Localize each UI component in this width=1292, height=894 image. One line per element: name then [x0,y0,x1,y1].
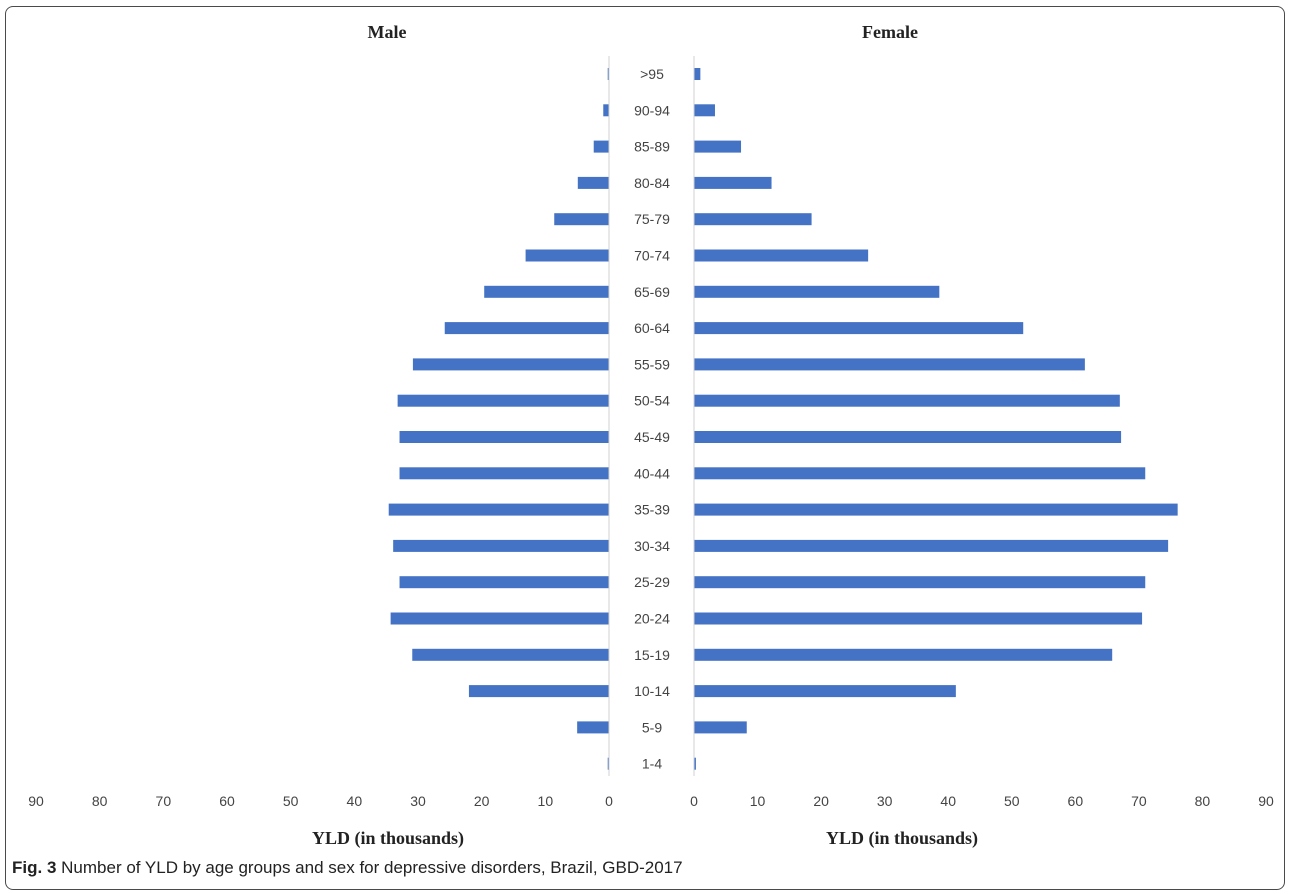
male-bar [444,322,609,335]
male-bar [412,648,609,661]
female-bar [694,213,812,226]
male-bar [399,576,609,589]
age-group-label: 50-54 [634,393,670,409]
age-group-label: 60-64 [634,320,670,336]
female-bar [694,467,1146,480]
female-tick-label: 40 [940,793,956,809]
male-tick-label: 80 [92,793,108,809]
male-bar [393,539,609,552]
female-x-axis-title: YLD (in thousands) [826,828,978,849]
male-tick-label: 40 [347,793,363,809]
tick-labels: 0 0 10 10 20 20 30 30 40 40 50 50 60 60 70 70 80 80 90 90 [28,793,1274,809]
bars-group [388,68,1178,770]
age-group-label: 35-39 [634,502,670,518]
age-group-label: 40-44 [634,465,670,481]
male-tick-label: 30 [410,793,426,809]
age-group-label: 85-89 [634,139,670,155]
female-tick-label: 10 [750,793,766,809]
female-bar [694,176,772,189]
age-group-label: >95 [640,66,664,82]
male-tick-label: 50 [283,793,299,809]
female-bar [694,721,747,734]
female-bar [694,285,940,298]
female-bar [694,576,1146,589]
female-bar [694,685,956,698]
age-group-label: 20-24 [634,611,670,627]
figure-label: Fig. 3 [12,858,57,877]
female-tick-label: 0 [690,793,698,809]
female-tick-label: 50 [1004,793,1020,809]
age-group-label: 65-69 [634,284,670,300]
male-bar [593,140,609,153]
female-bar [694,503,1178,516]
female-bar [694,431,1122,443]
female-bar [694,648,1113,661]
female-bar [694,358,1085,371]
age-group-label: 5-9 [642,719,662,735]
female-bar [694,68,701,80]
center-dividers [608,56,695,776]
male-bar [388,503,609,516]
male-tick-label: 90 [28,793,44,809]
female-tick-label: 20 [813,793,829,809]
female-tick-label: 70 [1131,793,1147,809]
figure-caption-text: Number of YLD by age groups and sex for … [61,858,683,877]
male-bar [554,213,609,226]
male-bar [525,249,609,262]
male-bar [399,431,609,443]
male-tick-label: 0 [605,793,613,809]
age-group-label: 75-79 [634,211,670,227]
female-bar [694,612,1143,625]
male-bar [468,685,609,698]
age-group-label: 70-74 [634,248,670,264]
male-bar [412,358,609,371]
male-bar [390,612,609,625]
age-group-label: 25-29 [634,574,670,590]
female-tick-label: 30 [877,793,893,809]
female-bar [694,140,742,153]
male-bar [397,394,609,407]
age-group-label: 15-19 [634,647,670,663]
male-tick-label: 70 [156,793,172,809]
female-bar [694,539,1169,552]
age-group-label: 45-49 [634,429,670,445]
male-bar [607,757,609,770]
male-x-axis-title: YLD (in thousands) [312,828,464,849]
figure-caption: Fig. 3 Number of YLD by age groups and s… [12,858,683,878]
female-tick-label: 60 [1068,793,1084,809]
male-bar [577,721,609,734]
figure-frame [5,6,1285,890]
male-bar [577,176,609,189]
male-bar [607,68,609,80]
male-bar [399,467,609,480]
male-tick-label: 60 [219,793,235,809]
female-bar [694,249,869,262]
age-group-label: 90-94 [634,102,670,118]
female-panel-title: Female [862,22,918,42]
age-group-label: 1-4 [642,756,662,772]
male-panel-title: Male [368,22,407,42]
female-tick-label: 90 [1258,793,1274,809]
age-group-label: 30-34 [634,538,670,554]
male-tick-label: 20 [474,793,490,809]
age-group-label: 55-59 [634,356,670,372]
female-bar [694,322,1024,335]
female-tick-label: 80 [1195,793,1211,809]
male-bar [484,285,609,298]
male-bar [603,104,609,117]
female-bar [694,394,1120,407]
female-bar [694,104,715,117]
age-group-label: 10-14 [634,683,670,699]
category-labels: >95 90-94 85-89 80-84 75-79 70-74 65-69 60-64 55… [634,66,670,772]
female-bar [694,757,696,770]
age-group-label: 80-84 [634,175,670,191]
male-tick-label: 10 [538,793,554,809]
